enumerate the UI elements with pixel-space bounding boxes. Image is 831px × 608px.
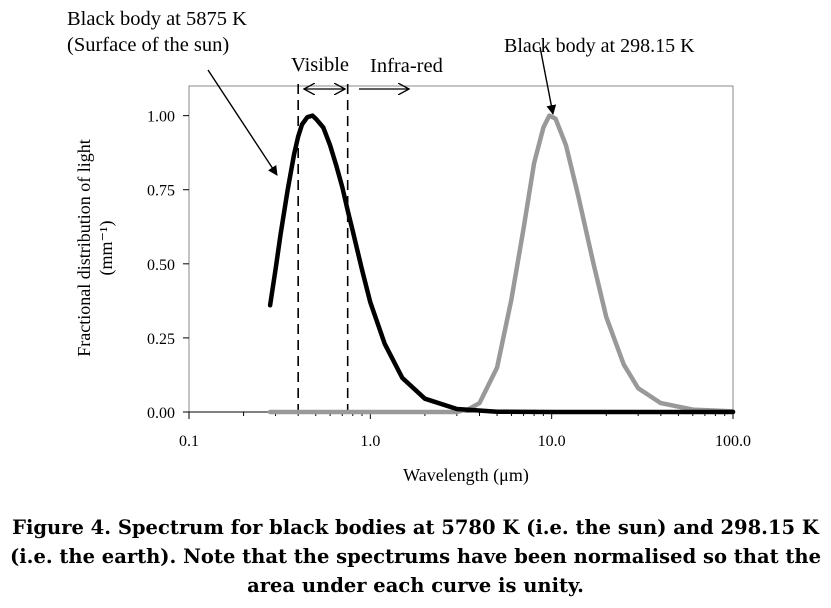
caption-line-3: area under each curve is unity.: [247, 574, 584, 597]
annotations: Black body at 5875 K (Surface of the sun…: [67, 8, 695, 176]
region-label-visible: Visible: [291, 54, 349, 76]
y-tick-label: 0.75: [147, 183, 175, 200]
x-tick-label: 0.1: [179, 433, 199, 450]
series-line-298k: [267, 113, 736, 415]
axes: 0.00 0.25 0.50 0.75 1.00 0.1 1.0 10.0 100.0: [147, 109, 751, 450]
y-axis-label: Fractional distribution of light: [74, 139, 94, 356]
annotation-earth-line-1: Black body at 298.15 K: [504, 35, 695, 57]
annotation-sun-arrow: [207, 69, 278, 176]
series: [267, 113, 736, 415]
y-tick-label: 1.00: [147, 109, 175, 126]
figure-caption: Figure 4. Spectrum for black bodies at 5…: [0, 513, 831, 600]
annotation-earth-arrow: [539, 46, 557, 115]
series-line-5875k: [267, 113, 736, 415]
y-axis-unit: (mm⁻¹): [96, 221, 117, 276]
x-axis-label: Wavelength (μm): [403, 465, 529, 486]
x-tick-label: 1.0: [360, 433, 380, 450]
annotation-sun-line-1: Black body at 5875 K: [67, 8, 247, 30]
x-tick-label: 10.0: [538, 433, 566, 450]
caption-line-2: (i.e. the earth). Note that the spectrum…: [10, 545, 821, 568]
y-tick-label: 0.00: [147, 405, 175, 422]
y-tick-label: 0.25: [147, 331, 175, 348]
plot-area-frame: [188, 85, 734, 413]
y-tick-label: 0.50: [147, 257, 175, 274]
annotation-sun-line-2: (Surface of the sun): [67, 34, 229, 56]
region-label-infrared: Infra-red: [370, 55, 443, 77]
regions: [297, 84, 349, 412]
x-tick-label: 100.0: [715, 433, 751, 450]
caption-line-1: Figure 4. Spectrum for black bodies at 5…: [12, 516, 819, 539]
